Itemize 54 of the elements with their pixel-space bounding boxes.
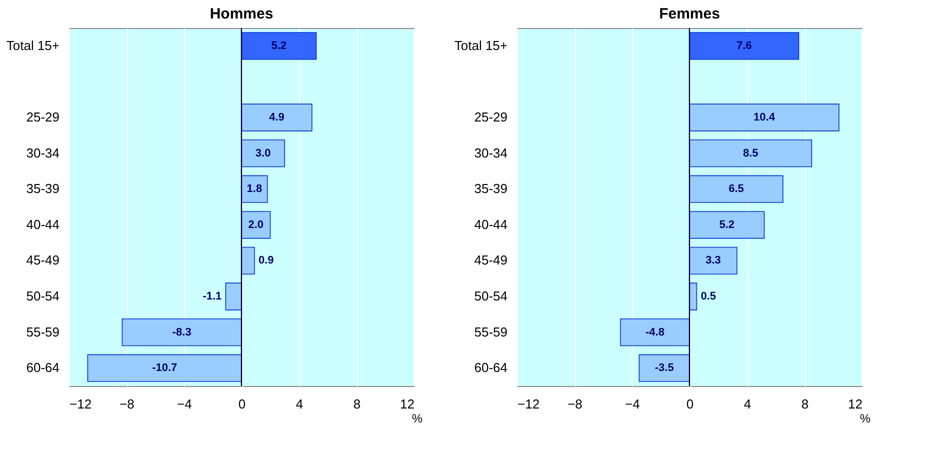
data-label: 8.5: [742, 147, 758, 160]
y-tick-label: 45-49: [474, 252, 508, 268]
x-tick-label: 0: [686, 396, 694, 412]
data-label: 5.2: [719, 218, 735, 231]
data-label: -3.5: [654, 362, 674, 374]
data-label: 5.2: [271, 40, 287, 52]
y-tick-label: 45-49: [26, 252, 60, 268]
x-tick-label: −8: [120, 396, 134, 412]
y-tick-label: 55-59: [26, 324, 60, 340]
y-tick-label: 60-64: [474, 360, 508, 376]
y-tick-label: 40-44: [26, 216, 60, 232]
y-tick-label: 50-54: [26, 288, 60, 304]
x-tick-label: −12: [70, 396, 92, 412]
chart-title: Hommes: [210, 5, 274, 22]
x-axis-title: %: [860, 412, 871, 426]
data-label: 3.3: [706, 254, 721, 267]
y-tick-label: 50-54: [474, 288, 508, 304]
x-tick-label: −12: [518, 396, 540, 412]
data-label: 2.0: [248, 218, 264, 231]
chart-title: Femmes: [659, 5, 720, 22]
data-label: 4.9: [269, 112, 284, 124]
x-axis-title: %: [412, 412, 423, 426]
y-tick-label: 25-29: [474, 110, 508, 124]
data-label: -4.8: [646, 326, 664, 338]
y-tick-label: 55-59: [474, 324, 508, 340]
data-label: 6.5: [728, 183, 744, 196]
x-tick-label: −4: [625, 396, 640, 412]
y-tick-label: Total 15+: [6, 38, 60, 53]
x-tick-label: 4: [296, 396, 304, 412]
data-label: 10.4: [754, 112, 776, 124]
data-label: -1.1: [202, 290, 222, 302]
x-tick-label: 8: [353, 396, 361, 412]
y-tick-label: 60-64: [26, 360, 60, 376]
x-tick-label: −4: [177, 396, 192, 412]
y-tick-label: 40-44: [474, 216, 508, 232]
x-tick-label: 12: [848, 396, 862, 412]
data-label: 1.8: [246, 183, 262, 196]
y-tick-label: Total 15+: [454, 38, 508, 53]
y-tick-label: 30-34: [474, 145, 508, 160]
x-tick-label: 4: [744, 396, 752, 412]
x-tick-label: −8: [568, 396, 582, 412]
x-tick-label: 8: [801, 396, 809, 412]
data-label: 0.5: [700, 290, 716, 302]
y-tick-label: 35-39: [474, 181, 508, 196]
data-label: 0.9: [258, 254, 274, 267]
data-label: 3.0: [255, 147, 271, 160]
x-tick-label: 0: [238, 396, 246, 412]
y-tick-label: 35-39: [26, 181, 60, 196]
data-label: -8.3: [172, 326, 192, 338]
y-tick-label: 25-29: [26, 110, 60, 124]
data-label: 7.6: [736, 40, 752, 52]
y-tick-label: 30-34: [26, 145, 60, 160]
data-label: -10.7: [152, 362, 178, 374]
x-tick-label: 12: [400, 396, 414, 412]
